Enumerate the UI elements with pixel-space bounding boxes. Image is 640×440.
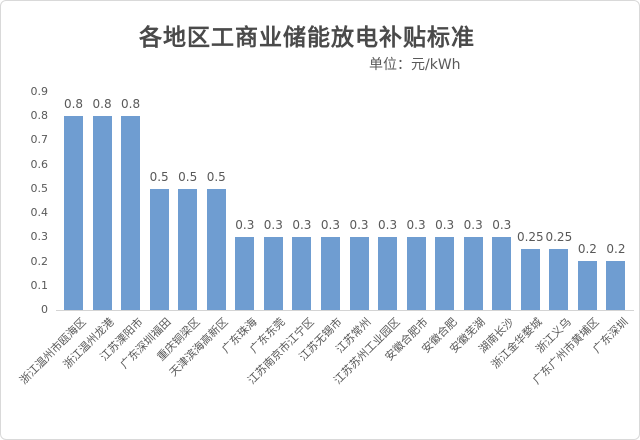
y-axis-tick-label: 0.8 xyxy=(30,109,49,122)
y-axis-tick-label: 0.9 xyxy=(30,84,49,98)
bar-value-label: 0.5 xyxy=(178,170,198,184)
bar-value-label: 0.3 xyxy=(406,218,426,232)
bar xyxy=(520,249,540,310)
chart-title: 各地区工商业储能放电补贴标准 xyxy=(139,25,475,51)
y-axis-tick-label: 0.7 xyxy=(30,133,49,147)
unit-label: 单位：元/kWh xyxy=(369,57,461,73)
bar-value-label: 0.25 xyxy=(516,230,544,244)
bar-value-label: 0.3 xyxy=(492,218,512,232)
bar xyxy=(64,116,83,310)
y-axis-tick-label: 0.6 xyxy=(30,157,49,171)
bar-value-label: 0.3 xyxy=(292,218,312,232)
bar xyxy=(92,116,112,310)
bar-value-label: 0.3 xyxy=(463,218,483,232)
x-axis-line xyxy=(56,310,634,311)
bar xyxy=(121,116,141,310)
y-axis-tick-label: 0.3 xyxy=(30,230,49,244)
bar xyxy=(463,237,483,310)
bar xyxy=(406,237,426,310)
bar xyxy=(435,237,455,310)
bar-value-label: 0.3 xyxy=(320,218,340,232)
bar-value-label: 0.3 xyxy=(378,218,398,232)
y-axis-tick-label: 0.5 xyxy=(30,181,49,195)
bar-value-label: 0.5 xyxy=(206,170,226,184)
bar xyxy=(492,237,512,310)
bar xyxy=(235,237,255,310)
y-axis-tick-label: 0.1 xyxy=(30,278,49,292)
bar xyxy=(349,237,369,310)
bar xyxy=(292,237,312,310)
bar-value-label: 0.5 xyxy=(149,170,169,184)
bar-value-label: 0.2 xyxy=(577,242,597,256)
bar-value-label: 0.8 xyxy=(92,97,112,111)
bar xyxy=(320,237,340,310)
bar xyxy=(149,189,169,310)
bar-value-label: 0.3 xyxy=(435,218,455,232)
bar-value-label: 0.8 xyxy=(121,97,141,111)
bar xyxy=(206,189,226,310)
bar-value-label: 0.8 xyxy=(63,97,84,111)
y-axis-tick-label: 0 xyxy=(41,303,48,316)
bar-value-label: 0.3 xyxy=(235,218,255,232)
bar xyxy=(178,189,198,310)
bar xyxy=(577,261,597,310)
bar xyxy=(549,249,569,310)
bar xyxy=(606,261,626,310)
bar-value-label: 0.3 xyxy=(349,218,369,232)
y-axis-tick-label: 0.2 xyxy=(30,254,49,268)
bar-value-label: 0.2 xyxy=(606,242,626,256)
y-axis-tick-label: 0.4 xyxy=(30,206,49,219)
bar-value-label: 0.25 xyxy=(545,230,573,244)
bar xyxy=(378,237,398,310)
bar-value-label: 0.3 xyxy=(263,218,283,232)
bar xyxy=(263,237,283,310)
